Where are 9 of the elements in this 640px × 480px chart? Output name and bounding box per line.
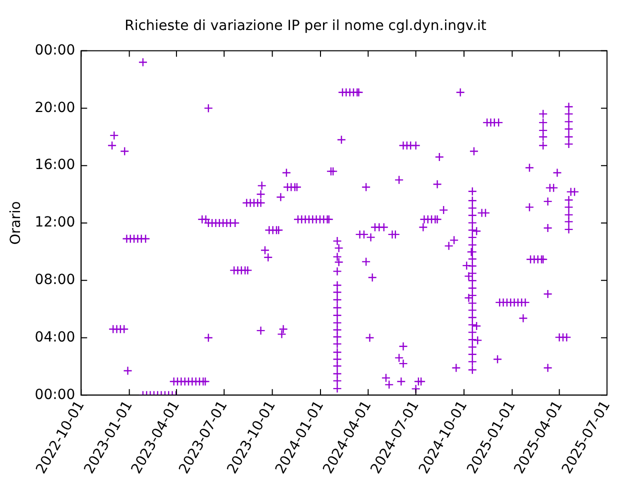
y-axis-title: Orario	[8, 201, 24, 245]
chart-title: Richieste di variazione IP per il nome cgl.dyn.ingv.it	[124, 18, 487, 34]
y-tick-label: 00:00	[34, 386, 76, 403]
y-tick-label: 08:00	[34, 272, 76, 288]
y-tick-label: 12:00	[34, 214, 76, 231]
y-tick-label: 20:00	[34, 100, 76, 116]
y-tick-label: 16:00	[34, 157, 76, 174]
y-tick-label: 00:00	[34, 42, 76, 58]
y-tick-label: 04:00	[34, 329, 76, 346]
